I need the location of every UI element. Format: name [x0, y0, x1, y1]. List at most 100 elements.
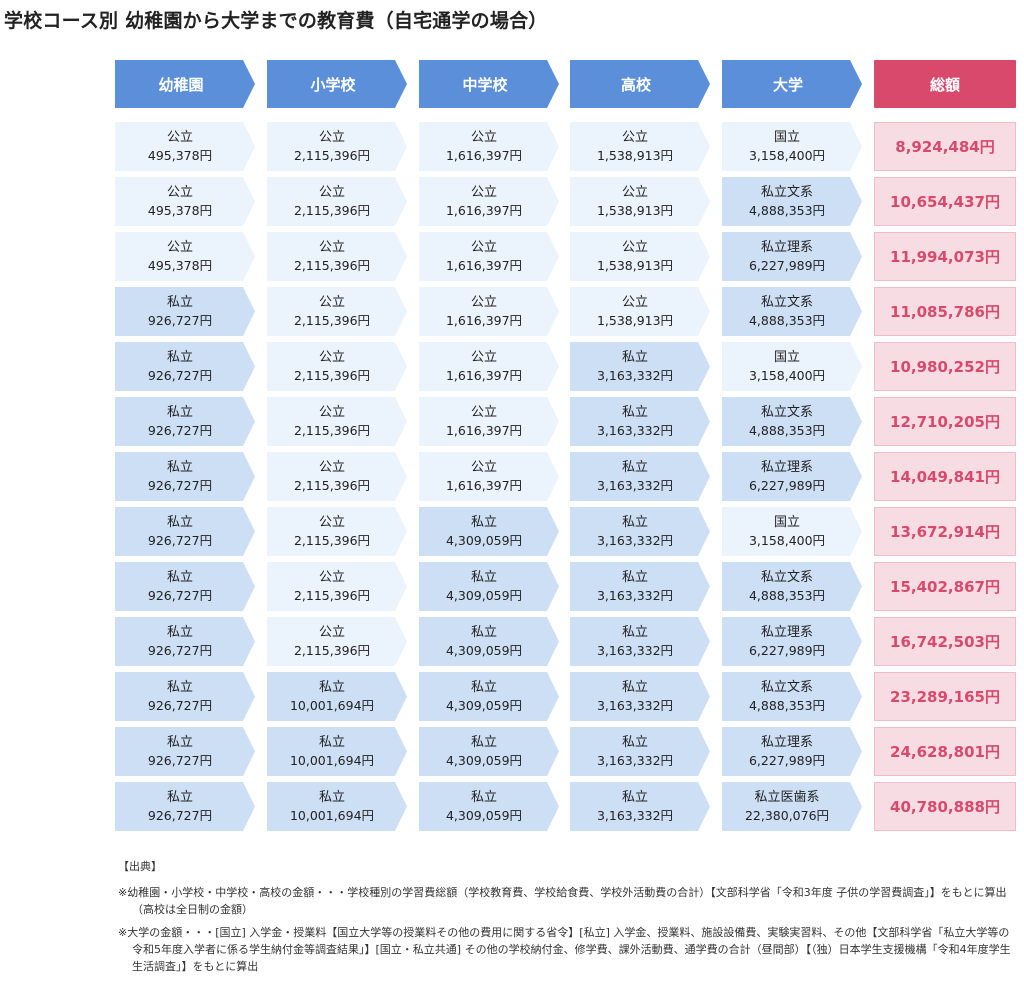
cell-high-school: 私立 3,163,332円 [570, 727, 710, 776]
note-school-costs: ※幼稚園・小学校・中学校・高校の金額・・・学校種別の学習費総額（学校教育費、学校… [118, 886, 1007, 916]
total-value: 11,085,786円 [874, 287, 1016, 336]
cost-value: 10,001,694円 [289, 752, 375, 768]
cell-kindergarten: 私立 926,727円 [115, 727, 255, 776]
cost-value: 2,115,396円 [293, 257, 371, 273]
school-type-label: 公立 [166, 184, 193, 200]
cell-junior-high: 私立 4,309,059円 [419, 782, 559, 831]
school-type-label: 私立 [621, 349, 648, 365]
table-row: 私立 926,727円 公立 2,115,396円 公立 1,616,397円 私立 3,16… [115, 342, 1016, 391]
cost-value: 4,309,059円 [445, 642, 523, 658]
table-row: 私立 926,727円 公立 2,115,396円 公立 1,616,397円 私立 3,16… [115, 452, 1016, 501]
cell-elementary: 公立 2,115,396円 [267, 287, 407, 336]
cost-value: 2,115,396円 [293, 477, 371, 493]
cell-kindergarten: 公立 495,378円 [115, 232, 255, 281]
cell-high-school: 私立 3,163,332円 [570, 507, 710, 556]
total-value: 23,289,165円 [874, 672, 1016, 721]
cell-junior-high: 私立 4,309,059円 [419, 672, 559, 721]
cost-value: 926,727円 [147, 642, 213, 658]
cell-elementary: 公立 2,115,396円 [267, 397, 407, 446]
school-type-label: 私立 [166, 679, 193, 695]
cost-value: 2,115,396円 [293, 367, 371, 383]
cost-value: 3,163,332円 [596, 422, 674, 438]
cell-junior-high: 私立 4,309,059円 [419, 727, 559, 776]
cost-value: 2,115,396円 [293, 422, 371, 438]
note-university-costs: ※大学の金額・・・[国立] 入学金・授業料【国立大学等の授業料その他の費用に関す… [118, 926, 1011, 973]
cell-junior-high: 公立 1,616,397円 [419, 177, 559, 226]
cell-university: 国立 3,158,400円 [722, 122, 862, 171]
school-type-label: 公立 [621, 239, 648, 255]
cell-junior-high: 私立 4,309,059円 [419, 507, 559, 556]
school-type-label: 私立文系 [760, 679, 813, 695]
cost-value: 3,158,400円 [748, 367, 826, 383]
total-value: 13,672,914円 [874, 507, 1016, 556]
cost-value: 3,163,332円 [596, 367, 674, 383]
school-type-label: 公立 [621, 294, 648, 310]
source-label: 【出典】 [118, 860, 162, 873]
cell-high-school: 私立 3,163,332円 [570, 672, 710, 721]
school-type-label: 私立文系 [760, 569, 813, 585]
header-elementary: 小学校 [267, 60, 407, 108]
total-value: 10,980,252円 [874, 342, 1016, 391]
cost-value: 22,380,076円 [744, 807, 830, 823]
school-type-label: 国立 [773, 129, 800, 145]
cell-junior-high: 公立 1,616,397円 [419, 287, 559, 336]
cell-kindergarten: 公立 495,378円 [115, 122, 255, 171]
school-type-label: 私立 [318, 789, 345, 805]
school-type-label: 私立 [621, 734, 648, 750]
table-row: 私立 926,727円 公立 2,115,396円 私立 4,309,059円 私立 3,16… [115, 507, 1016, 556]
cost-value: 4,309,059円 [445, 697, 523, 713]
school-type-label: 私立 [621, 404, 648, 420]
cell-university: 私立文系 4,888,353円 [722, 177, 862, 226]
cell-elementary: 公立 2,115,396円 [267, 177, 407, 226]
school-type-label: 私立 [318, 679, 345, 695]
school-type-label: 私立 [470, 624, 497, 640]
school-type-label: 国立 [773, 514, 800, 530]
total-value: 15,402,867円 [874, 562, 1016, 611]
total-value: 10,654,437円 [874, 177, 1016, 226]
cell-junior-high: 私立 4,309,059円 [419, 562, 559, 611]
header-high-school: 高校 [570, 60, 710, 108]
school-type-label: 私立 [166, 734, 193, 750]
school-type-label: 公立 [318, 514, 345, 530]
school-type-label: 私立 [621, 459, 648, 475]
cost-value: 3,163,332円 [596, 477, 674, 493]
total-value: 8,924,484円 [874, 122, 1016, 171]
school-type-label: 私立 [318, 734, 345, 750]
school-type-label: 私立 [166, 789, 193, 805]
cell-high-school: 私立 3,163,332円 [570, 782, 710, 831]
cost-value: 495,378円 [147, 257, 213, 273]
school-type-label: 私立 [166, 349, 193, 365]
cost-value: 3,163,332円 [596, 642, 674, 658]
page-title: 学校コース別 幼稚園から大学までの教育費（自宅通学の場合） [4, 10, 548, 32]
school-type-label: 私立 [621, 624, 648, 640]
school-type-label: 私立 [166, 404, 193, 420]
cost-value: 926,727円 [147, 422, 213, 438]
cost-value: 926,727円 [147, 697, 213, 713]
cell-junior-high: 私立 4,309,059円 [419, 617, 559, 666]
school-type-label: 私立 [621, 514, 648, 530]
cell-elementary: 公立 2,115,396円 [267, 617, 407, 666]
cell-elementary: 私立 10,001,694円 [267, 782, 407, 831]
cell-elementary: 公立 2,115,396円 [267, 562, 407, 611]
school-type-label: 私立文系 [760, 404, 813, 420]
cost-value: 3,163,332円 [596, 587, 674, 603]
cell-high-school: 公立 1,538,913円 [570, 122, 710, 171]
cost-value: 10,001,694円 [289, 697, 375, 713]
table-row: 私立 926,727円 公立 2,115,396円 私立 4,309,059円 私立 3,16… [115, 617, 1016, 666]
table-row: 私立 926,727円 公立 2,115,396円 公立 1,616,397円 公立 1,53… [115, 287, 1016, 336]
cost-value: 3,163,332円 [596, 532, 674, 548]
school-type-label: 私立 [470, 789, 497, 805]
cost-value: 1,616,397円 [445, 367, 523, 383]
table-row: 私立 926,727円 私立 10,001,694円 私立 4,309,059円 私立 3,1… [115, 782, 1016, 831]
school-type-label: 私立理系 [760, 624, 813, 640]
cost-value: 6,227,989円 [748, 752, 826, 768]
table-row: 公立 495,378円 公立 2,115,396円 公立 1,616,397円 公立 1,53… [115, 232, 1016, 281]
total-value: 24,628,801円 [874, 727, 1016, 776]
cell-university: 私立理系 6,227,989円 [722, 452, 862, 501]
cell-high-school: 私立 3,163,332円 [570, 617, 710, 666]
cost-value: 6,227,989円 [748, 257, 826, 273]
cost-value: 2,115,396円 [293, 532, 371, 548]
cost-value: 2,115,396円 [293, 312, 371, 328]
school-type-label: 私立 [621, 569, 648, 585]
cell-junior-high: 公立 1,616,397円 [419, 342, 559, 391]
